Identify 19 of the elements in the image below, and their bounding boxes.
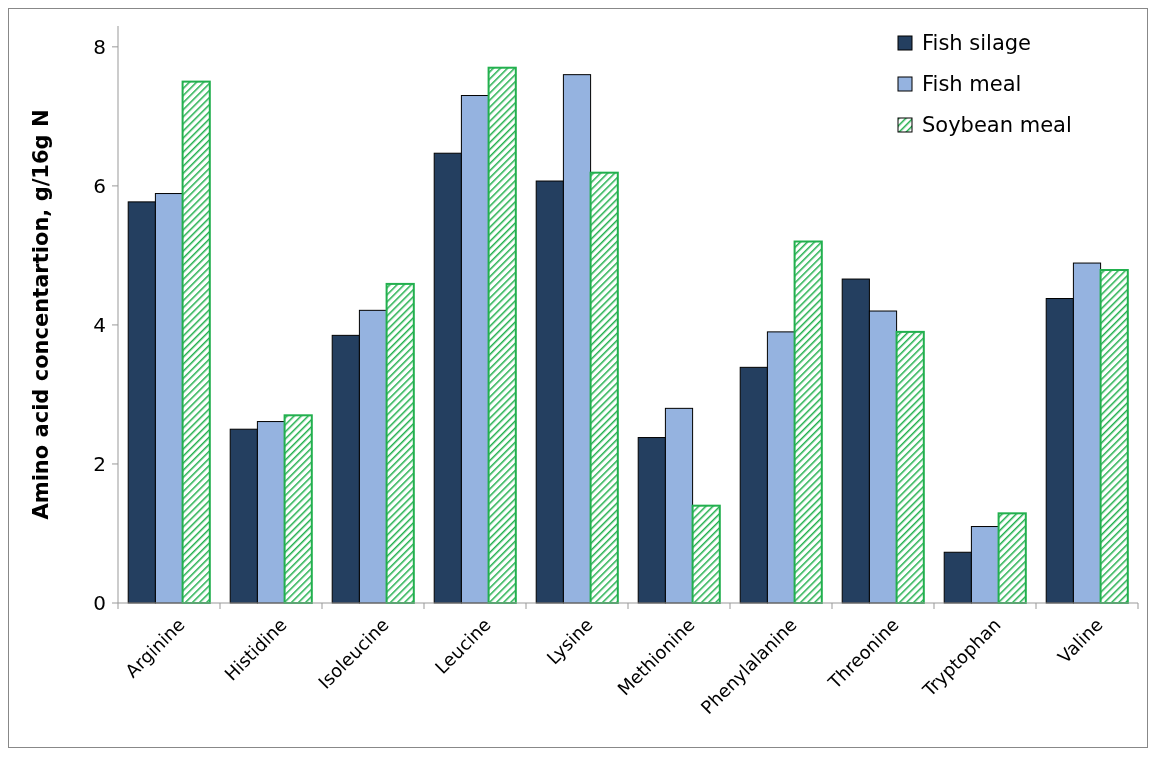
bar [487, 66, 517, 604]
bar [895, 330, 925, 604]
bar [385, 282, 415, 604]
y-tick-label: 8 [93, 34, 106, 59]
y-axis-title: Amino acid concentartion, g/16g N [29, 109, 53, 520]
y-tick-label: 0 [93, 591, 106, 615]
bar [997, 512, 1027, 604]
bar [589, 171, 619, 604]
y-tick-label: 2 [93, 451, 106, 476]
legend-label: Fish silage [922, 31, 1032, 56]
bar [181, 80, 211, 604]
y-tick-label: 4 [93, 312, 106, 337]
legend-label: Soybean meal [922, 113, 1072, 138]
bar [1099, 269, 1129, 604]
y-tick-label: 6 [93, 173, 106, 198]
bar [283, 414, 313, 604]
legend-label: Fish meal [922, 72, 1022, 97]
bar [793, 240, 823, 604]
bar [691, 504, 721, 604]
